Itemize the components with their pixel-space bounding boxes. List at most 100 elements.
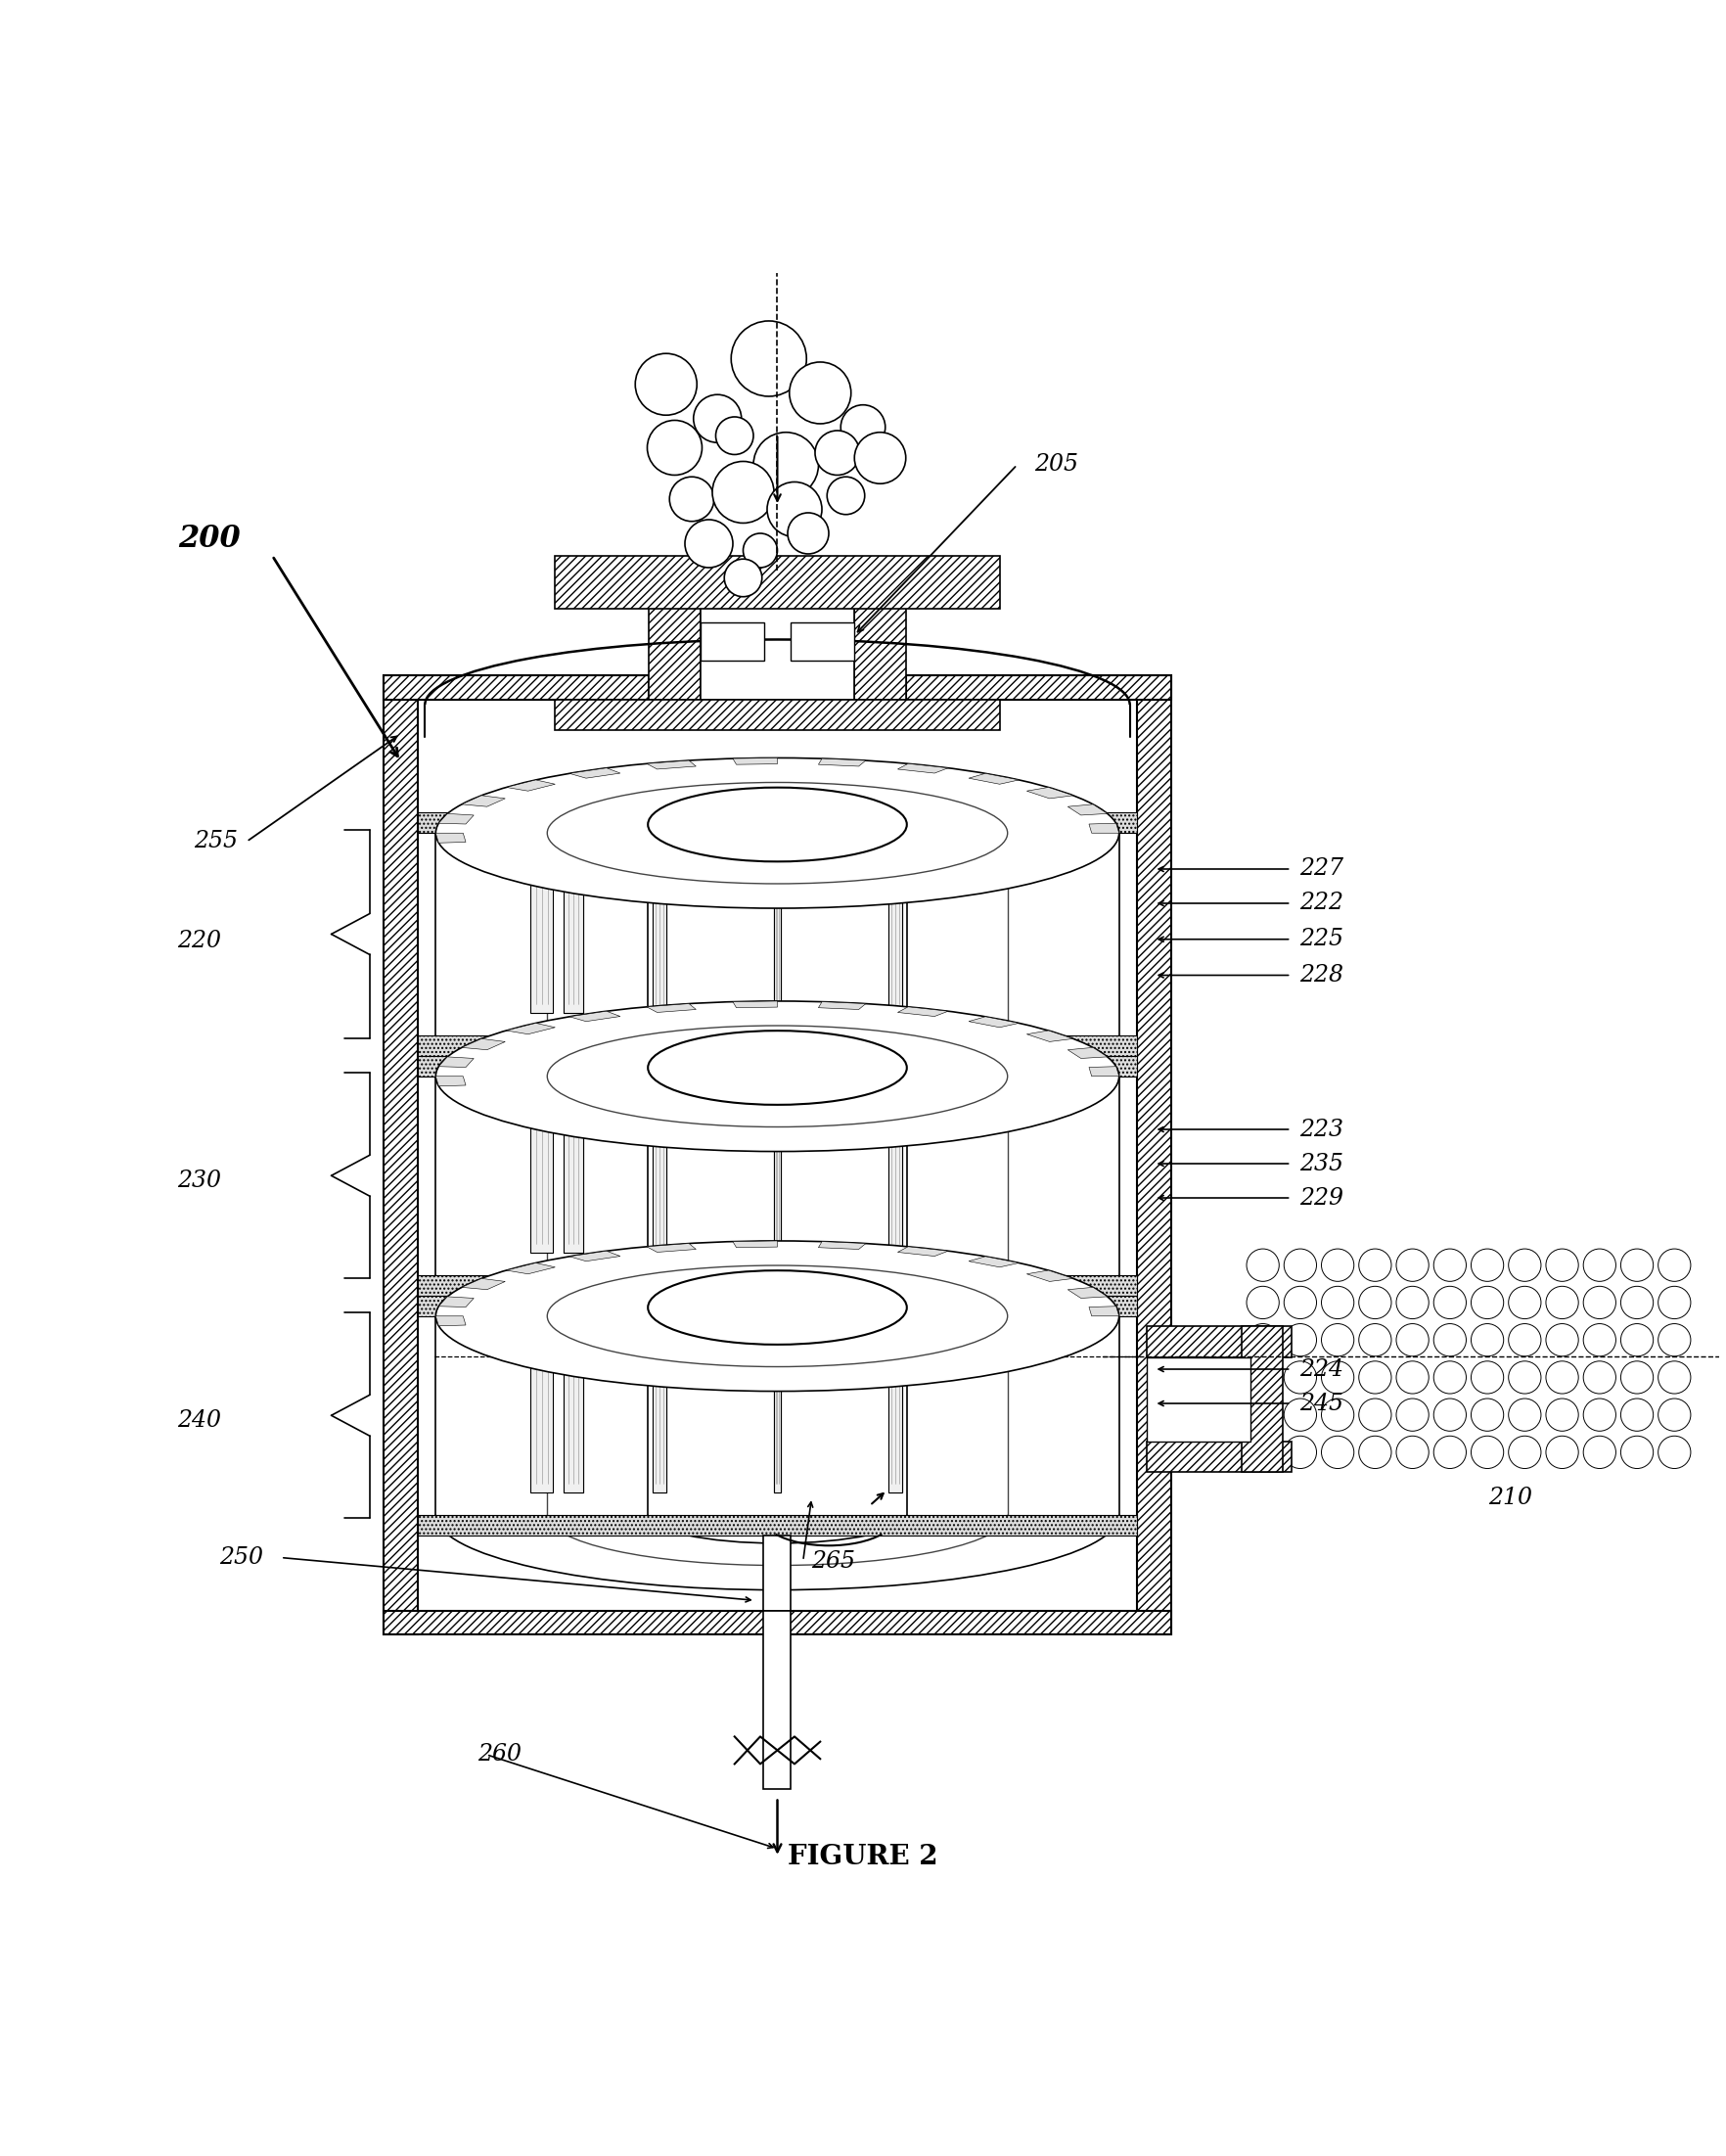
Text: 260: 260 bbox=[478, 1744, 521, 1766]
Bar bbox=[652, 1084, 666, 1253]
Text: 200: 200 bbox=[178, 524, 240, 554]
Circle shape bbox=[1358, 1399, 1391, 1432]
Bar bbox=[887, 1324, 903, 1492]
Text: 225: 225 bbox=[1300, 927, 1345, 951]
Circle shape bbox=[1621, 1324, 1654, 1356]
Ellipse shape bbox=[547, 1266, 1008, 1367]
Circle shape bbox=[1322, 1287, 1353, 1319]
Bar bbox=[652, 843, 666, 1013]
Text: FIGURE 2: FIGURE 2 bbox=[787, 1843, 939, 1871]
Bar bbox=[554, 699, 999, 729]
Circle shape bbox=[1509, 1360, 1541, 1393]
Circle shape bbox=[1621, 1287, 1654, 1319]
Circle shape bbox=[789, 362, 851, 425]
Text: 227: 227 bbox=[1300, 858, 1345, 880]
Circle shape bbox=[1284, 1360, 1317, 1393]
Circle shape bbox=[1546, 1399, 1579, 1432]
Circle shape bbox=[1434, 1399, 1465, 1432]
Circle shape bbox=[1509, 1436, 1541, 1468]
Polygon shape bbox=[898, 1246, 948, 1257]
Circle shape bbox=[1246, 1399, 1279, 1432]
Polygon shape bbox=[647, 1244, 696, 1253]
Polygon shape bbox=[506, 1024, 556, 1035]
Bar bbox=[418, 1056, 1137, 1076]
Circle shape bbox=[1322, 1360, 1353, 1393]
Ellipse shape bbox=[435, 1000, 1118, 1151]
Circle shape bbox=[1322, 1324, 1353, 1356]
Polygon shape bbox=[1068, 1287, 1108, 1298]
Text: 230: 230 bbox=[176, 1169, 221, 1192]
Circle shape bbox=[1434, 1324, 1465, 1356]
Circle shape bbox=[1583, 1287, 1616, 1319]
Circle shape bbox=[1659, 1436, 1691, 1468]
Circle shape bbox=[1659, 1360, 1691, 1393]
Text: 255: 255 bbox=[193, 830, 238, 854]
Circle shape bbox=[1621, 1436, 1654, 1468]
Circle shape bbox=[1546, 1248, 1579, 1281]
Polygon shape bbox=[463, 796, 506, 806]
Bar bbox=[418, 1516, 1137, 1535]
Circle shape bbox=[1659, 1287, 1691, 1319]
Polygon shape bbox=[818, 1003, 866, 1009]
Circle shape bbox=[1322, 1436, 1353, 1468]
Circle shape bbox=[854, 433, 906, 483]
Bar bbox=[418, 1035, 1137, 1056]
Polygon shape bbox=[435, 832, 466, 843]
Circle shape bbox=[1396, 1360, 1429, 1393]
Bar bbox=[418, 1274, 1137, 1296]
Circle shape bbox=[694, 395, 742, 442]
Text: 265: 265 bbox=[811, 1550, 856, 1572]
Circle shape bbox=[1509, 1399, 1541, 1432]
Bar bbox=[563, 1324, 583, 1492]
Bar bbox=[418, 813, 1137, 832]
Text: 250: 250 bbox=[219, 1546, 264, 1570]
Bar bbox=[775, 1084, 780, 1253]
Circle shape bbox=[713, 461, 773, 524]
Text: 240: 240 bbox=[176, 1410, 221, 1432]
Circle shape bbox=[1358, 1324, 1391, 1356]
Bar bbox=[563, 1084, 583, 1253]
Polygon shape bbox=[734, 1242, 777, 1248]
Circle shape bbox=[670, 476, 715, 522]
Bar bbox=[530, 1324, 552, 1492]
Bar bbox=[887, 1324, 903, 1492]
Bar bbox=[887, 1084, 903, 1253]
Circle shape bbox=[1659, 1399, 1691, 1432]
Polygon shape bbox=[818, 1242, 866, 1248]
Circle shape bbox=[744, 533, 777, 567]
Polygon shape bbox=[1089, 824, 1118, 832]
Polygon shape bbox=[1089, 1067, 1118, 1076]
Text: 224: 224 bbox=[1300, 1358, 1345, 1380]
Bar bbox=[775, 843, 780, 1013]
Ellipse shape bbox=[547, 783, 1008, 884]
Bar bbox=[418, 1296, 1137, 1315]
Circle shape bbox=[1284, 1287, 1317, 1319]
Bar bbox=[563, 843, 583, 1013]
Ellipse shape bbox=[547, 1026, 1008, 1128]
Bar bbox=[1241, 1326, 1282, 1473]
Polygon shape bbox=[734, 759, 777, 765]
Circle shape bbox=[1546, 1360, 1579, 1393]
Bar bbox=[649, 571, 701, 699]
Circle shape bbox=[1434, 1287, 1465, 1319]
Polygon shape bbox=[506, 1263, 556, 1274]
Bar bbox=[652, 1324, 666, 1492]
Polygon shape bbox=[968, 1018, 1018, 1028]
Ellipse shape bbox=[647, 787, 906, 862]
Bar bbox=[383, 675, 649, 699]
Ellipse shape bbox=[647, 1270, 906, 1345]
Text: 229: 229 bbox=[1300, 1186, 1345, 1210]
Circle shape bbox=[1583, 1324, 1616, 1356]
Bar bbox=[775, 1324, 780, 1492]
Bar bbox=[383, 675, 418, 1634]
Polygon shape bbox=[438, 1056, 475, 1067]
Polygon shape bbox=[438, 813, 475, 824]
Circle shape bbox=[1509, 1287, 1541, 1319]
Ellipse shape bbox=[647, 1031, 906, 1104]
Circle shape bbox=[1583, 1436, 1616, 1468]
Circle shape bbox=[1546, 1287, 1579, 1319]
Polygon shape bbox=[463, 1279, 506, 1289]
Circle shape bbox=[1246, 1324, 1279, 1356]
Circle shape bbox=[1434, 1248, 1465, 1281]
Bar bbox=[1146, 1326, 1293, 1356]
